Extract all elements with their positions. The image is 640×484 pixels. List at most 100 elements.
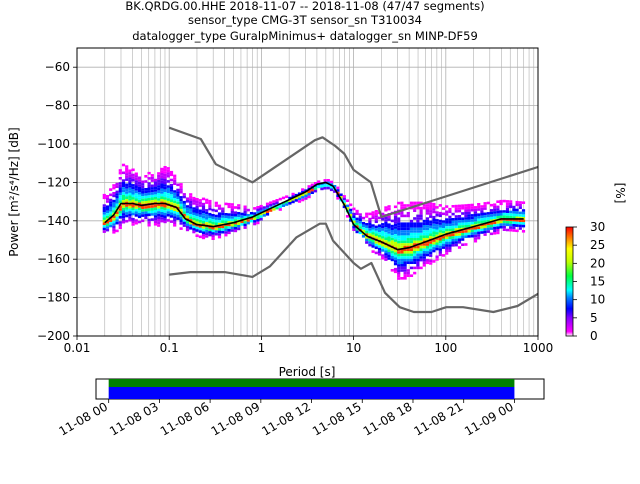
density-cell [435,237,439,240]
timeline-tick-label: 11-09 00 [462,399,516,438]
density-cell [425,206,430,210]
density-cell [211,229,215,233]
density-cell [269,209,273,212]
density-cell [400,245,404,249]
density-cell [157,203,161,206]
density-cell [413,258,417,262]
density-cell [265,205,270,208]
density-cell [445,218,449,221]
density-cell [397,243,401,246]
density-cell [448,215,452,219]
density-cell [397,222,401,226]
density-cell [227,228,231,232]
density-cell [448,249,452,253]
density-cell [470,208,474,212]
density-cell [416,264,420,267]
density-cell [454,236,458,239]
density-cell [198,235,202,239]
density-cell [358,213,362,216]
density-cell [416,240,420,244]
density-cell [467,209,471,212]
density-cell [182,224,186,227]
density-cell [448,239,452,242]
density-cell [393,257,398,261]
density-cell [243,215,247,219]
density-cell [121,200,126,203]
density-cell [438,204,442,207]
density-cell [518,201,522,204]
density-cell [304,197,308,200]
density-cell [409,235,414,238]
density-cell [416,251,420,254]
density-cell [211,214,215,217]
density-cell [384,245,388,248]
density-cell [429,228,433,231]
density-cell [387,236,391,239]
density-cell [438,230,442,233]
density-cell [377,247,382,251]
density-cell [393,226,398,229]
density-cell [157,200,161,204]
density-cell [169,196,174,200]
density-cell [166,180,170,183]
density-cell [153,223,158,226]
density-cell [301,193,305,197]
density-cell [189,195,193,199]
density-cell [416,232,420,236]
density-cell [192,215,196,218]
density-cell [429,243,433,247]
density-cell [115,195,119,199]
density-cell [457,225,462,228]
density-cell [137,194,142,198]
density-cell [144,206,148,209]
density-cell [413,251,417,254]
density-cell [480,228,484,232]
density-cell [413,222,417,225]
density-cell [233,216,238,220]
density-cell [185,197,190,200]
density-cell [461,220,465,223]
density-cell [195,200,199,204]
density-cell [384,206,388,209]
density-cell [422,225,426,228]
density-cell [432,244,436,248]
density-cell [429,225,433,229]
density-cell [422,235,426,238]
density-cell [429,220,433,224]
density-cell [381,212,385,216]
density-cell [432,210,436,214]
density-cell [150,218,154,221]
density-cell [262,206,266,209]
density-cell [470,214,474,217]
density-cell [464,204,468,207]
y-tick-label: −200 [37,329,70,343]
density-cell [272,208,276,211]
density-cell [176,183,180,187]
density-cell [205,211,209,215]
density-cell [438,232,442,236]
density-cell [304,192,308,195]
density-cell [505,200,510,203]
density-cell [128,177,132,180]
density-cell [512,205,516,209]
density-cell [163,207,167,211]
density-cell [483,225,487,229]
density-cell [173,211,177,214]
density-cell [221,225,225,229]
density-cell [185,213,190,216]
density-cell [470,203,474,207]
density-cell [381,223,385,226]
density-cell [134,206,138,209]
density-cell [393,221,398,224]
density-cell [432,260,436,263]
density-cell [160,219,164,223]
density-cell [217,204,222,208]
density-cell [288,199,292,202]
density-cell [259,217,263,221]
density-cell [429,241,433,244]
density-cell [157,219,161,222]
density-cell [387,239,391,242]
density-cell [374,210,378,213]
timeline-tick-label: 11-08 06 [158,399,212,438]
